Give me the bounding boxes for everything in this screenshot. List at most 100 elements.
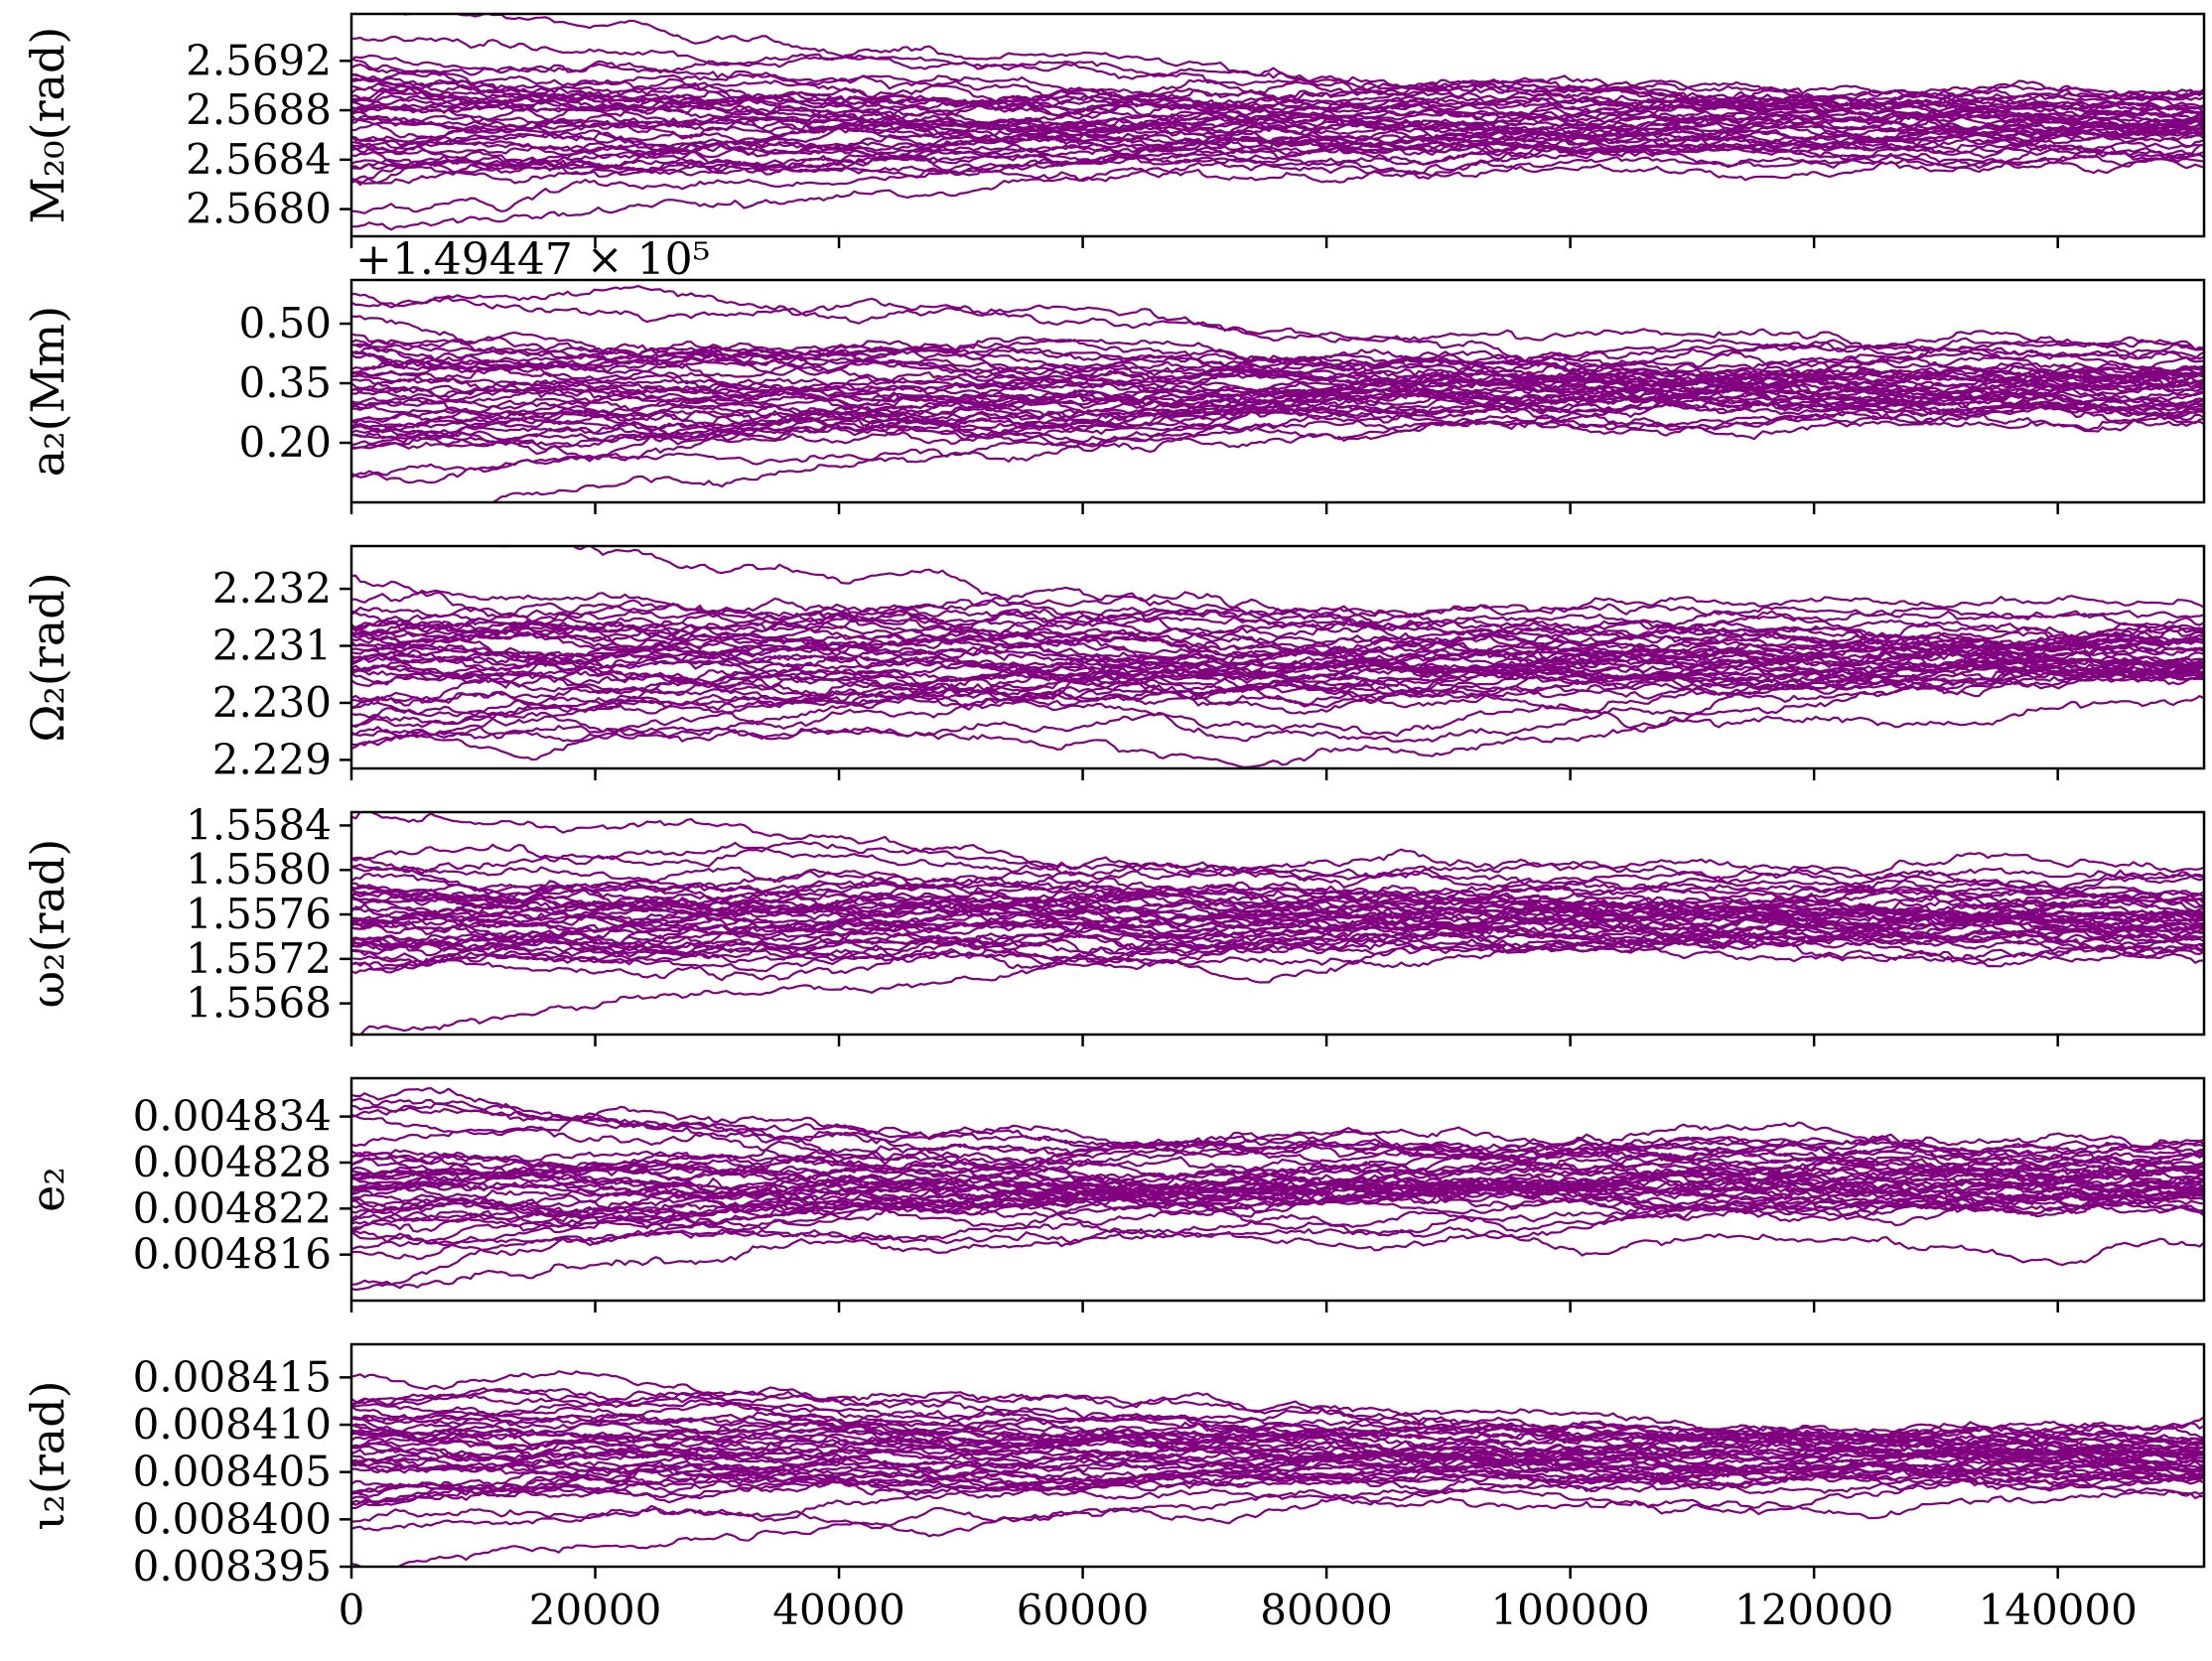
walker-trace — [351, 886, 2204, 949]
y-axis-label: ι₂(rad) — [21, 1380, 74, 1530]
walker-trace — [351, 622, 2204, 710]
walker-trace — [351, 1467, 2204, 1510]
walker-trace — [351, 387, 2204, 484]
walker-trace — [351, 1174, 2204, 1217]
walker-trace — [351, 123, 2204, 185]
walker-trace — [351, 900, 2204, 984]
y-tick-label: 0.004828 — [133, 1138, 332, 1186]
walker-trace — [351, 1148, 2204, 1181]
y-tick-label: 0.20 — [238, 418, 332, 467]
walker-trace — [351, 1401, 2204, 1456]
walker-trace — [351, 631, 2204, 682]
walker-trace — [351, 1370, 2204, 1457]
walker-trace — [436, 412, 2204, 502]
walker-trace — [351, 368, 2204, 425]
walker-trace — [351, 1465, 2204, 1532]
walker-trace — [351, 1461, 2204, 1492]
walker-trace — [351, 150, 2204, 231]
y-tick-label: 0.35 — [238, 358, 332, 407]
walker-trace — [351, 1417, 2204, 1476]
panel-3: 2.229 2.230 2.231 2.232 Ω₂(rad) — [21, 544, 2206, 783]
walker-traces — [351, 546, 2204, 768]
walker-trace — [351, 812, 2204, 885]
walker-trace — [351, 1139, 2204, 1190]
y-tick-label: 0.008405 — [133, 1448, 332, 1496]
walker-trace — [351, 395, 2204, 459]
walker-trace — [351, 870, 2204, 934]
walker-trace — [498, 546, 2204, 652]
walker-trace — [351, 1442, 2204, 1489]
walker-trace — [351, 359, 2204, 405]
walker-trace — [351, 627, 2204, 672]
x-tick-label: 100000 — [1490, 1586, 1649, 1634]
panel-2: 0.20 0.35 0.50 a₂(Mm) +1.49447 × 10⁵ — [21, 234, 2206, 514]
axes-frame — [349, 1342, 2206, 1569]
walker-trace — [351, 643, 2204, 743]
walker-trace — [351, 892, 2204, 947]
walker-trace — [351, 1422, 2204, 1473]
walker-trace — [351, 1164, 2204, 1214]
walker-trace — [351, 336, 2204, 384]
walker-trace — [351, 77, 2204, 139]
y-tick-label: 0.008395 — [133, 1542, 332, 1591]
y-tick-label: 0.008415 — [133, 1352, 332, 1401]
walker-trace — [351, 1403, 2204, 1447]
walker-trace — [351, 82, 2204, 143]
walker-trace — [351, 1174, 2204, 1257]
walker-trace — [351, 369, 2204, 448]
walker-trace — [351, 123, 2204, 185]
y-tick-label: 1.5576 — [186, 890, 332, 938]
y-tick-label: 2.5684 — [186, 135, 332, 184]
y-tick-label: 1.5572 — [186, 934, 332, 983]
walker-trace — [351, 929, 2204, 967]
y-tick-label: 0.004822 — [133, 1183, 332, 1232]
walker-trace — [351, 626, 2204, 683]
walker-trace — [351, 132, 2204, 183]
axes-frame — [349, 544, 2206, 770]
walker-trace — [351, 662, 2204, 739]
axes-frame — [349, 12, 2206, 238]
walker-trace — [351, 617, 2204, 673]
walker-trace — [351, 378, 2204, 438]
walker-trace — [351, 1169, 2204, 1216]
walker-traces — [351, 812, 2204, 1035]
walker-trace — [351, 1149, 2204, 1218]
y-tick-label: 2.230 — [212, 678, 332, 727]
y-tick-label: 2.231 — [212, 622, 332, 670]
axis-offset-text: +1.49447 × 10⁵ — [355, 234, 710, 285]
walker-trace — [351, 1100, 2204, 1181]
walker-trace — [351, 69, 2204, 116]
walker-trace — [351, 1425, 2204, 1479]
y-tick-label: 0.004816 — [133, 1230, 332, 1279]
walker-trace — [351, 1386, 2204, 1460]
walker-trace — [351, 599, 2204, 636]
walker-trace — [351, 336, 2204, 369]
y-axis-label: ω₂(rad) — [21, 839, 74, 1009]
x-tick-label: 60000 — [1017, 1586, 1150, 1634]
walker-traces — [351, 284, 2204, 502]
y-tick-label: 2.229 — [212, 735, 332, 783]
walker-trace — [351, 94, 2204, 160]
y-tick-label: 0.008410 — [133, 1400, 332, 1449]
walker-trace — [351, 1102, 2204, 1182]
walker-trace — [351, 409, 2204, 453]
walker-trace — [351, 902, 2204, 954]
walker-trace — [351, 911, 2204, 973]
y-tick-label: 1.5568 — [186, 979, 332, 1028]
walker-trace — [351, 1392, 2204, 1470]
walker-trace — [351, 1136, 2204, 1172]
walker-trace — [351, 1447, 2204, 1487]
walker-trace — [351, 35, 2204, 118]
walker-trace — [351, 886, 2204, 951]
walker-trace — [351, 862, 2204, 926]
walker-traces — [351, 1370, 2204, 1567]
y-tick-label: 2.232 — [212, 564, 332, 613]
x-tick-label: 80000 — [1260, 1586, 1393, 1634]
walker-trace — [351, 90, 2204, 132]
x-tick-label: 40000 — [772, 1586, 905, 1634]
y-tick-label: 1.5580 — [186, 845, 332, 894]
x-tick-label: 0 — [339, 1586, 365, 1634]
